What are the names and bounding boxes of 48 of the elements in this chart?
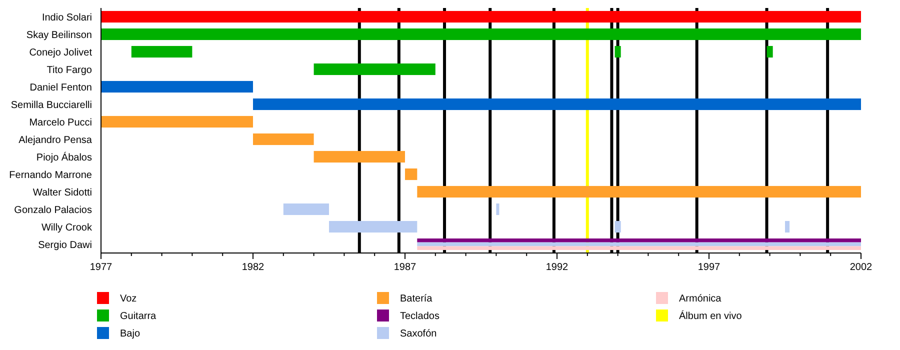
- x-tick-label: 1987: [394, 262, 417, 273]
- y-tick-label: Alejandro Pensa: [18, 134, 92, 146]
- legend-label: Bajo: [120, 328, 140, 340]
- y-tick-label: Walter Sidotti: [32, 187, 92, 198]
- y-tick-label: Piojo Ábalos: [36, 151, 92, 164]
- bar: [253, 98, 861, 110]
- y-tick-label: Semilla Bucciarelli: [10, 100, 92, 111]
- y-tick-label: Daniel Fenton: [30, 82, 92, 94]
- bar: [101, 28, 861, 40]
- bar: [329, 220, 418, 233]
- legend-label: Voz: [120, 294, 137, 304]
- y-tick-label: Gonzalo Palacios: [14, 204, 92, 216]
- bar: [101, 80, 253, 93]
- bar: [614, 46, 621, 58]
- y-tick-label: Conejo Jolivet: [29, 47, 92, 58]
- bar: [785, 220, 790, 233]
- x-tick-label: 1977: [90, 262, 113, 273]
- bar: [417, 186, 861, 198]
- bar: [766, 46, 773, 58]
- bar: [496, 203, 500, 216]
- x-tick-label: 2002: [850, 262, 873, 273]
- bar: [101, 116, 253, 128]
- y-tick-label: Marcelo Pucci: [29, 117, 92, 128]
- bar: [253, 133, 314, 146]
- bar: [314, 150, 405, 163]
- x-tick-label: 1997: [698, 262, 721, 273]
- bar: [101, 10, 861, 23]
- y-tick-label: Willy Crook: [41, 222, 93, 234]
- legend-label: Guitarra: [120, 311, 157, 322]
- bar: [417, 246, 861, 250]
- legend-label: Saxofón: [400, 328, 437, 340]
- bar: [131, 46, 192, 58]
- legend-label: Batería: [400, 294, 433, 304]
- y-tick-label: Sergio Dawi: [38, 240, 92, 251]
- bar: [405, 168, 418, 180]
- y-tick-label: Tito Fargo: [46, 64, 92, 76]
- y-tick-label: Fernando Marrone: [9, 170, 92, 181]
- bar: [417, 238, 861, 242]
- x-tick-label: 1992: [546, 262, 569, 273]
- legend-label: Teclados: [400, 311, 440, 322]
- y-tick-label: Skay Beilinson: [26, 30, 92, 41]
- legend-label: Armónica: [679, 294, 722, 304]
- bar: [283, 203, 329, 216]
- y-tick-label: Indio Solari: [42, 12, 92, 24]
- bar: [314, 63, 436, 76]
- x-tick-label: 1982: [242, 262, 265, 273]
- bar: [614, 220, 621, 233]
- legend-label: Álbum en vivo: [679, 310, 742, 322]
